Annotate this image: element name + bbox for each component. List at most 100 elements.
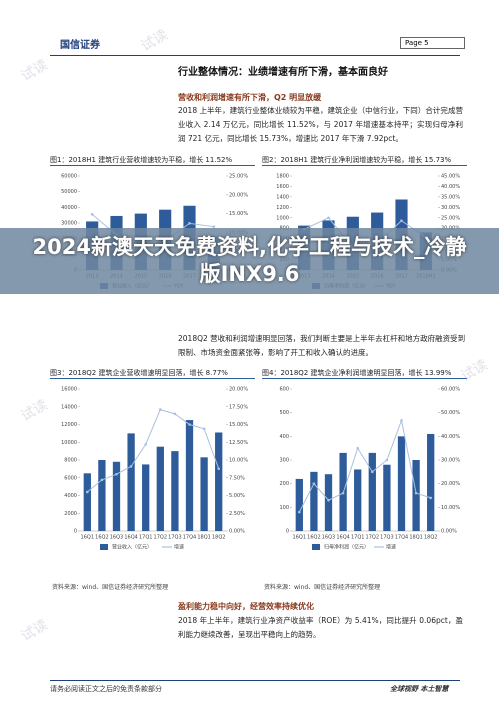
y-tick-label: 4000 [64, 493, 77, 499]
y-tick-label: 1000 [276, 215, 289, 221]
x-tick-label: 17Q2 [366, 535, 379, 541]
bar [127, 433, 135, 531]
bar [368, 452, 376, 531]
y-tick-label: 1800 [276, 174, 289, 180]
x-tick-label: 16Q4 [124, 535, 137, 541]
point [212, 225, 216, 228]
bar [112, 461, 121, 531]
point [429, 496, 432, 500]
point [90, 213, 94, 216]
y2-tick-label: 15.00% [229, 422, 248, 428]
legend-swatch [100, 544, 108, 550]
banner: 2024新澳天天免费资料,化学工程与技术_冷静版INX9.6 [0, 228, 499, 294]
x-tick-label: 16Q3 [322, 535, 335, 541]
x-tick-label: 17Q1 [351, 535, 364, 541]
y2-tick-label: 25.00% [229, 174, 248, 180]
y2-tick-label: 40.00% [441, 434, 460, 440]
point [188, 222, 191, 225]
chart-title: 图2：2018H1 建筑行业净利润增速较为平稳，增长 15.73% [262, 155, 467, 166]
x-tick-label: 18Q2 [212, 535, 225, 541]
y2-tick-label: 30.00% [441, 205, 460, 211]
x-tick-label: 16Q1 [293, 535, 306, 541]
y-tick-label: 1200 [276, 205, 289, 211]
footer-left: 请务必阅读正文之后的免责条款部分 [50, 685, 162, 693]
y-tick-label: 50000 [61, 189, 77, 195]
bar [310, 471, 318, 531]
y-tick-label: 60000 [61, 174, 77, 180]
y-tick-label: 0 [74, 529, 77, 535]
y2-tick-label: 40.00% [441, 184, 460, 190]
footer-rule [50, 680, 460, 681]
subheading: 营收和利润增速有所下滑，Q2 明显放缓 [178, 93, 322, 102]
y2-tick-label: 12.50% [229, 440, 248, 446]
point [217, 467, 220, 471]
footer-right: 全球视野 本土智慧 [390, 685, 449, 693]
legend-label: 增速 [386, 544, 396, 551]
point [400, 219, 403, 223]
point [86, 490, 89, 494]
y-tick-label: 300 [279, 458, 289, 464]
bar [83, 473, 91, 531]
y-tick-label: 1400 [276, 194, 289, 200]
point [385, 458, 389, 462]
y-tick-label: 6000 [64, 475, 77, 481]
y-tick-label: 10000 [61, 440, 77, 446]
paragraph: 2018Q2 营收和利润增速明显回落，我们判断主要是上半年去杠杆和地方政府融资受… [178, 334, 466, 343]
bar [215, 432, 223, 531]
legend-label: 归母净利润（亿元） [324, 544, 369, 551]
bar [185, 420, 194, 531]
banner-text: 2024新澳天天免费资料,化学工程与技术_冷静版INX9.6 [32, 235, 467, 286]
source: 资料来源：wind、国信证券经济研究所整理 [264, 584, 381, 591]
section-title: 行业整体情况：业绩增速有所下滑，基本面良好 [178, 67, 388, 78]
line [86, 408, 220, 493]
y2-tick-label: 60.00% [441, 387, 460, 393]
y-tick-label: 8000 [64, 458, 77, 464]
x-tick-label: 17Q4 [183, 535, 196, 541]
point [100, 478, 104, 482]
watermark: 试读 [18, 396, 51, 425]
point [400, 419, 403, 422]
y-tick-label: 40000 [61, 205, 77, 211]
chart: 0 100 200 300 400 500 600 0.00% 10.00% 20.00% 30.0… [279, 387, 460, 551]
y2-tick-label: 0.00% [229, 529, 245, 535]
y2-tick-label: 5.00% [229, 493, 245, 499]
point [414, 491, 418, 495]
x-tick-label: 17Q4 [395, 535, 408, 541]
y2-tick-label: 10.00% [441, 505, 460, 511]
y2-tick-label: 20.00% [441, 481, 460, 487]
y2-tick-label: 17.50% [229, 404, 248, 410]
point [371, 470, 374, 474]
point [129, 465, 133, 468]
chart-title: 图3：2018Q2 建筑企业营收增速明显回落，增长 8.77% [50, 368, 255, 379]
y2-tick-label: 50.00% [441, 410, 460, 416]
y2-tick-label: 0.00% [441, 529, 457, 535]
legend-label: 增速 [174, 544, 184, 551]
point [188, 423, 191, 426]
y2-tick-label: 35.00% [441, 194, 460, 200]
point [159, 408, 162, 411]
x-tick-label: 16Q4 [336, 535, 349, 541]
y2-tick-label: 2.50% [229, 511, 245, 517]
point [173, 412, 177, 416]
legend-label: 营业收入（亿元） [112, 544, 152, 551]
y2-tick-label: 15.00% [229, 211, 248, 217]
bar [324, 474, 333, 531]
point [312, 482, 316, 485]
point [327, 498, 330, 502]
point [341, 491, 345, 495]
y-tick-label: 500 [279, 410, 289, 416]
x-tick-label: 18Q1 [197, 535, 210, 541]
chart: 0 2000 4000 6000 8000 10000 12000 14000 16000 0.0… [61, 387, 248, 551]
y2-tick-label: 20.00% [229, 192, 248, 198]
paragraph: 限制、市场资金面紧张等，影响了开工和收入确认的进度。 [178, 348, 373, 357]
subheading: 盈利能力稳中向好，经营效率持续优化 [178, 602, 314, 611]
y2-tick-label: 7.50% [229, 475, 245, 481]
page-number: Page 5 [400, 37, 465, 49]
bar [397, 436, 406, 531]
y2-tick-label: 45.00% [441, 174, 460, 180]
legend-swatch [312, 544, 320, 550]
x-tick-label: 18Q2 [424, 535, 437, 541]
point [327, 216, 330, 220]
y-tick-label: 14000 [61, 404, 77, 410]
